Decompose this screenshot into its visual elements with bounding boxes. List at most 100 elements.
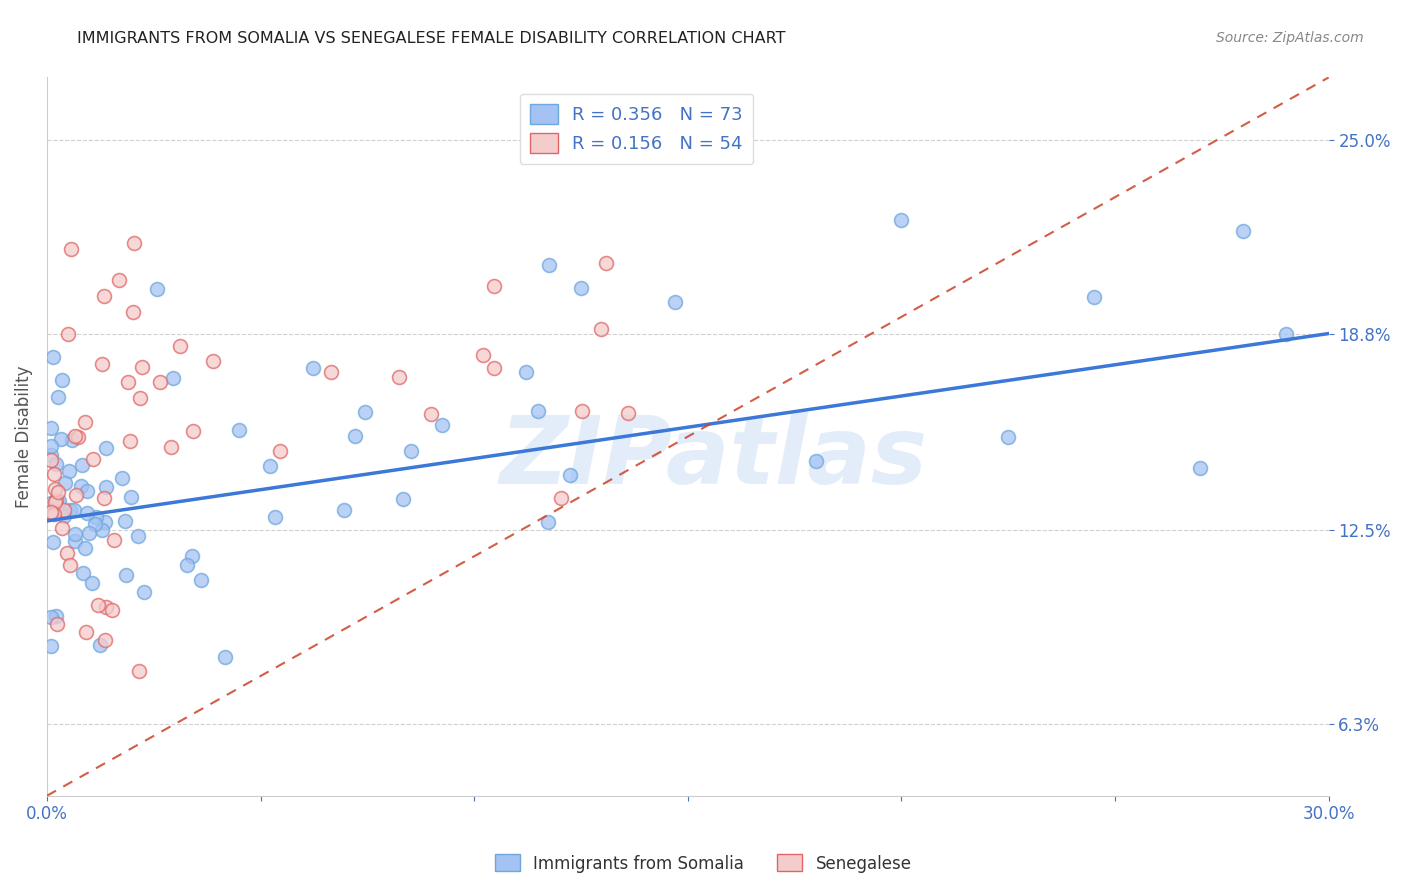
Point <box>472 348 495 362</box>
Point <box>59 503 82 517</box>
Point <box>120 490 142 504</box>
Point <box>388 369 411 384</box>
Point <box>108 273 131 287</box>
Legend: Immigrants from Somalia, Senegalese: Immigrants from Somalia, Senegalese <box>488 847 918 880</box>
Point <box>181 424 204 438</box>
Point <box>42 350 65 364</box>
Point <box>39 452 62 467</box>
Point <box>52 503 75 517</box>
Point <box>664 295 686 310</box>
Point <box>93 289 115 303</box>
Point <box>391 491 413 506</box>
Point <box>72 566 94 580</box>
Point <box>56 546 79 560</box>
Text: Source: ZipAtlas.com: Source: ZipAtlas.com <box>1216 31 1364 45</box>
Point <box>44 483 66 497</box>
Point <box>264 509 287 524</box>
Point <box>617 406 640 420</box>
Point <box>103 533 125 548</box>
Point <box>527 404 550 418</box>
Point <box>44 495 66 509</box>
Point <box>87 598 110 612</box>
Point <box>60 434 83 448</box>
Point <box>39 610 62 624</box>
Point <box>65 488 87 502</box>
Point <box>319 365 342 379</box>
Point <box>53 508 76 523</box>
Point <box>120 434 142 449</box>
Point <box>84 516 107 531</box>
Point <box>90 524 112 538</box>
Point <box>149 375 172 389</box>
Point <box>160 440 183 454</box>
Point <box>73 541 96 555</box>
Point <box>75 624 97 639</box>
Point <box>63 533 86 548</box>
Point <box>96 441 118 455</box>
Point <box>42 534 65 549</box>
Y-axis label: Female Disability: Female Disability <box>15 366 32 508</box>
Point <box>129 392 152 406</box>
Point <box>76 507 98 521</box>
Point <box>70 479 93 493</box>
Point <box>181 549 204 563</box>
Point <box>58 464 80 478</box>
Point <box>1083 290 1105 304</box>
Point <box>201 353 224 368</box>
Point <box>84 509 107 524</box>
Point <box>122 304 145 318</box>
Point <box>51 521 73 535</box>
Point <box>45 493 67 508</box>
Point <box>76 484 98 499</box>
Point <box>333 502 356 516</box>
Point <box>91 357 114 371</box>
Point <box>482 278 505 293</box>
Point <box>176 558 198 572</box>
Point <box>41 496 63 510</box>
Point <box>430 417 453 432</box>
Point <box>550 491 572 506</box>
Point <box>111 471 134 485</box>
Point <box>63 527 86 541</box>
Legend: R = 0.356   N = 73, R = 0.156   N = 54: R = 0.356 N = 73, R = 0.156 N = 54 <box>520 94 754 164</box>
Point <box>75 415 97 429</box>
Point <box>39 639 62 653</box>
Text: ZIPatlas: ZIPatlas <box>499 412 928 504</box>
Point <box>45 609 67 624</box>
Point <box>399 444 422 458</box>
Point <box>569 281 592 295</box>
Point <box>94 600 117 615</box>
Point <box>45 458 67 472</box>
Point <box>94 515 117 529</box>
Point <box>571 404 593 418</box>
Point <box>538 258 561 272</box>
Point <box>146 282 169 296</box>
Point <box>127 528 149 542</box>
Point <box>1189 460 1212 475</box>
Point <box>46 485 69 500</box>
Point <box>1232 223 1254 237</box>
Point <box>66 430 89 444</box>
Point <box>190 573 212 587</box>
Point <box>39 505 62 519</box>
Point <box>1275 326 1298 341</box>
Point <box>39 421 62 435</box>
Point <box>354 405 377 419</box>
Point <box>46 617 69 632</box>
Point <box>997 429 1019 443</box>
Point <box>228 423 250 437</box>
Point <box>537 515 560 529</box>
Point <box>89 638 111 652</box>
Point <box>482 360 505 375</box>
Point <box>82 576 104 591</box>
Point <box>344 429 367 443</box>
Point <box>82 452 104 467</box>
Point <box>77 526 100 541</box>
Point <box>131 360 153 375</box>
Point <box>101 603 124 617</box>
Point <box>259 459 281 474</box>
Point <box>115 567 138 582</box>
Point <box>70 458 93 472</box>
Point <box>114 514 136 528</box>
Point <box>122 236 145 251</box>
